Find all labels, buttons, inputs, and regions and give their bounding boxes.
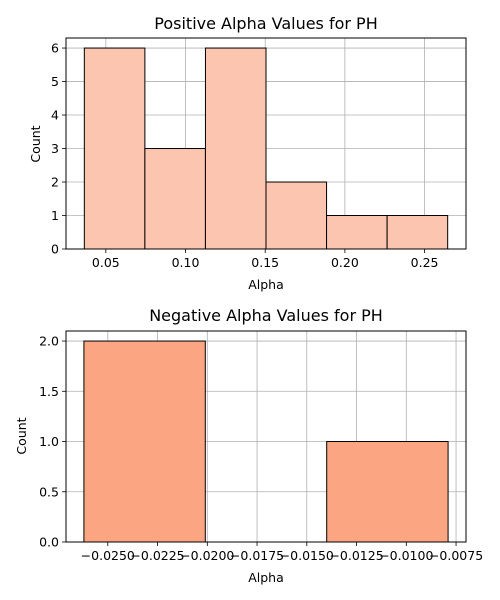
bars	[83, 47, 449, 250]
negative-alpha-histogram: Negative Alpha Values for PH Alpha Count…	[14, 306, 483, 585]
plot-frame	[65, 330, 467, 543]
x-ticks: 0.05 0.10 0.15 0.20 0.25	[92, 249, 439, 270]
histogram-bar	[386, 215, 449, 250]
y-tick-label: 0.0	[39, 535, 59, 550]
x-ticks: −0.0250−0.0225−0.0200−0.0175−0.0150−0.01…	[81, 542, 483, 563]
x-tick-label: −0.0200	[180, 548, 234, 563]
y-tick-label: 0.5	[39, 484, 59, 499]
x-tick-label: −0.0175	[230, 548, 284, 563]
x-axis-label: Alpha	[248, 570, 284, 585]
x-tick-label: −0.0125	[329, 548, 383, 563]
y-tick-label: 0	[51, 242, 59, 257]
x-axis-label: Alpha	[248, 277, 284, 292]
histogram-bar	[326, 215, 388, 250]
x-tick-label: −0.0150	[280, 548, 334, 563]
histogram-bar	[83, 340, 206, 543]
y-ticks: 0.0 0.5 1.0 1.5 2.0	[39, 334, 66, 550]
y-tick-label: 2.0	[39, 334, 59, 349]
bars	[83, 340, 449, 543]
x-tick-label: 0.25	[411, 255, 439, 270]
y-axis-label: Count	[14, 417, 29, 454]
plot-frame	[65, 37, 467, 250]
histogram-bar	[326, 441, 449, 543]
histogram-bar	[144, 148, 206, 250]
x-tick-label: 0.10	[172, 255, 200, 270]
y-tick-label: 6	[51, 41, 59, 56]
y-tick-label: 1.5	[39, 384, 59, 399]
x-tick-label: 0.20	[331, 255, 359, 270]
x-tick-label: −0.0075	[429, 548, 483, 563]
x-tick-label: −0.0100	[379, 548, 433, 563]
histogram-bar	[83, 47, 146, 250]
histogram-bar	[204, 47, 267, 250]
y-ticks: 0 1 2 3 4 5 6	[51, 41, 66, 257]
x-tick-label: −0.0250	[81, 548, 135, 563]
y-tick-label: 5	[51, 74, 59, 89]
y-tick-label: 4	[51, 108, 59, 123]
x-tick-label: −0.0225	[130, 548, 184, 563]
y-tick-label: 2	[51, 175, 59, 190]
y-tick-label: 1	[51, 208, 59, 223]
x-tick-label: 0.05	[92, 255, 120, 270]
positive-alpha-histogram: Positive Alpha Values for PH Alpha Count…	[28, 14, 467, 292]
chart-title: Negative Alpha Values for PH	[149, 306, 383, 325]
chart-title: Positive Alpha Values for PH	[154, 14, 377, 33]
y-axis-label: Count	[28, 125, 43, 162]
y-tick-label: 3	[51, 141, 59, 156]
x-tick-label: 0.15	[251, 255, 279, 270]
y-tick-label: 1.0	[39, 434, 59, 449]
histogram-bar	[265, 181, 328, 250]
